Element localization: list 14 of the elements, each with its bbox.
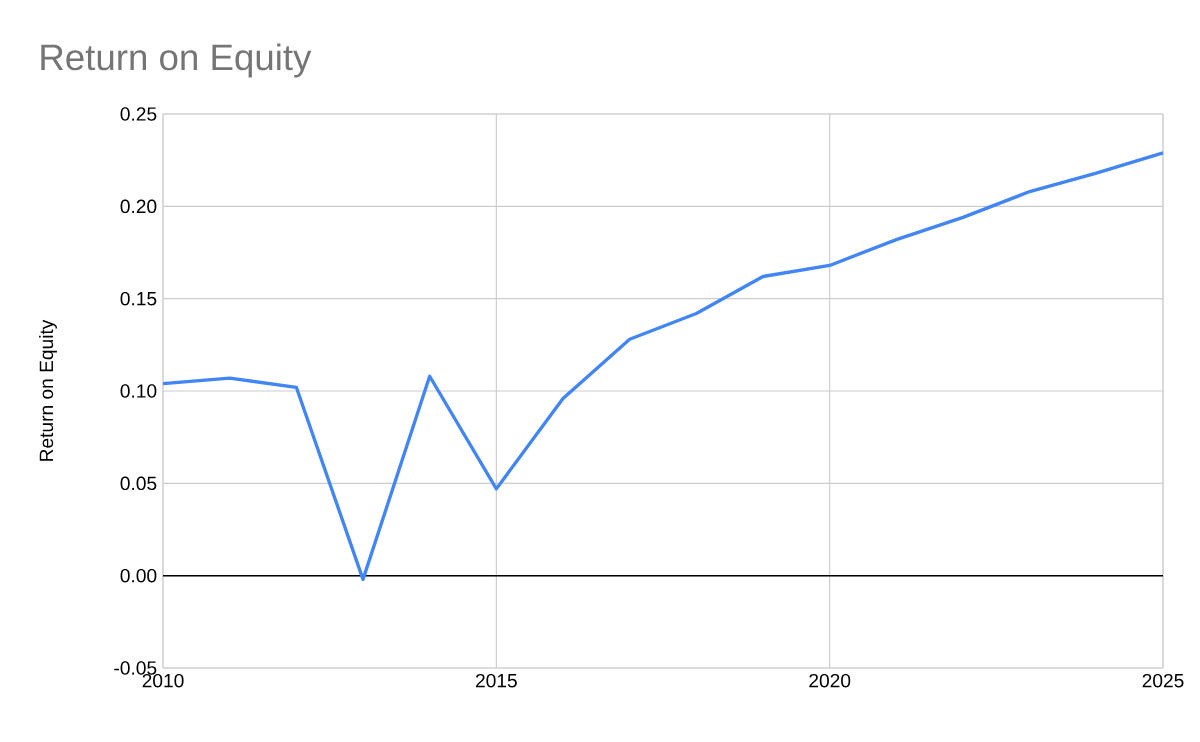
y-tick-label: 0.20 (120, 199, 157, 214)
x-tick-label: 2010 (142, 673, 184, 688)
y-tick-label: 0.05 (120, 476, 157, 491)
y-tick-label: 0.10 (120, 384, 157, 398)
y-tick-label: 0.15 (120, 291, 157, 306)
chart-title: Return on Equity (41, 43, 312, 78)
y-tick-label: 0.25 (120, 107, 157, 121)
x-tick-label: 2020 (809, 673, 851, 688)
y-axis-title: Return on Equity (39, 319, 57, 461)
line-series (161, 151, 1165, 582)
y-tick-label: 0.00 (120, 568, 157, 583)
x-tick-label: 2025 (1142, 673, 1184, 688)
y-tick-label: -0.05 (114, 661, 157, 675)
x-tick-label: 2015 (475, 673, 517, 688)
